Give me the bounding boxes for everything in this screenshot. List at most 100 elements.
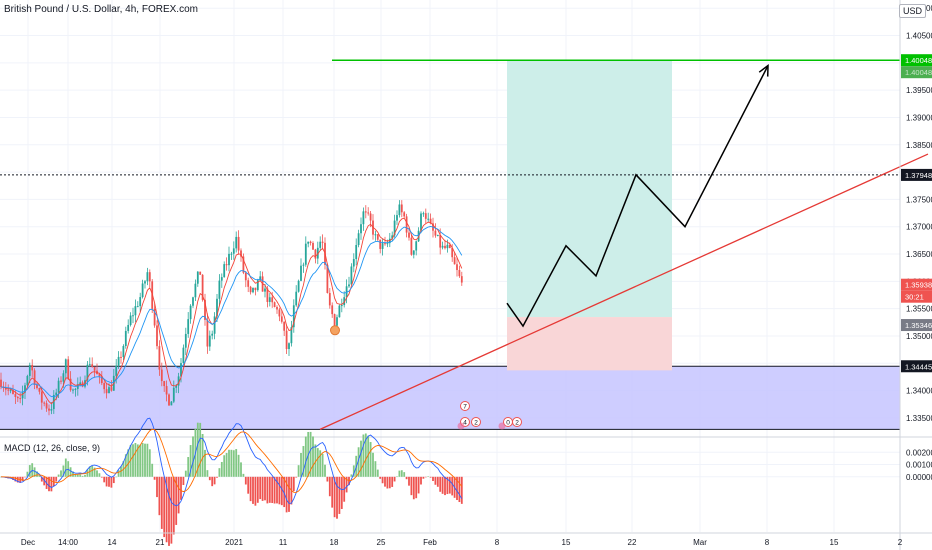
macd-histogram-bar — [460, 476, 463, 504]
candle-body — [295, 291, 298, 306]
macd-histogram-bar — [136, 444, 139, 477]
macd-histogram-bar — [424, 476, 427, 478]
macd-histogram-bar — [448, 476, 451, 494]
macd-histogram-bar — [408, 476, 410, 486]
macd-histogram-bar — [52, 476, 55, 487]
candle-body — [168, 394, 170, 406]
macd-histogram-bar — [396, 476, 398, 478]
candle-body — [0, 379, 2, 388]
macd-histogram-bar — [456, 476, 458, 501]
macd-histogram-bar — [24, 476, 26, 478]
candle-body — [381, 243, 384, 249]
candle-body — [26, 375, 29, 386]
y-tick-label: 1.34000 — [906, 387, 932, 396]
candle-body — [307, 241, 310, 244]
macd-histogram-bar — [208, 476, 211, 481]
candle-body — [352, 259, 355, 267]
macd-histogram-bar — [117, 470, 120, 477]
drawings[interactable] — [0, 59, 929, 430]
candle-body — [16, 396, 19, 399]
macd-histogram-bar — [182, 476, 185, 486]
currency-button[interactable]: USD — [898, 4, 926, 18]
macd-histogram-bar — [324, 464, 326, 477]
candle-body — [292, 305, 295, 328]
candle-body — [376, 234, 379, 240]
macd-histogram-bar — [112, 476, 115, 484]
event-markers[interactable]: 74 2 0 2 — [457, 401, 522, 430]
candle-body — [340, 305, 343, 307]
candle-body — [204, 299, 206, 320]
macd-histogram-bar — [285, 476, 288, 513]
candle-body — [91, 364, 94, 367]
macd-histogram-bar — [165, 476, 168, 543]
macd-histogram-bar — [170, 476, 173, 544]
candle-body — [175, 385, 178, 388]
countdown-tag: 30:21 — [905, 293, 924, 302]
candle-body — [254, 287, 257, 291]
macd-histogram-bar — [196, 422, 199, 477]
candle-body — [62, 373, 65, 382]
macd-histogram-bar — [141, 442, 144, 477]
macd-histogram-bar — [256, 476, 259, 503]
macd-histogram-bar — [96, 470, 98, 477]
macd-histogram-bar — [391, 476, 394, 487]
candle-body — [388, 238, 391, 244]
candle-body — [19, 398, 22, 400]
macd-histogram-bar — [28, 465, 31, 477]
candle-body — [33, 370, 36, 385]
candle-body — [199, 271, 202, 275]
candle-body — [76, 384, 79, 389]
macd-histogram-bar — [345, 476, 348, 493]
target-sub-tag: 1.40048 — [905, 68, 932, 77]
candle-body — [220, 277, 223, 281]
macd-histogram-bar — [338, 476, 341, 514]
candle-body — [31, 364, 34, 371]
macd-histogram-bar — [266, 476, 269, 504]
macd-histogram-bar — [146, 443, 149, 477]
candle-body — [93, 366, 96, 371]
macd-histogram-bar — [283, 476, 286, 508]
macd-histogram-bar — [187, 457, 190, 477]
signal-line — [1, 428, 463, 493]
projection-arrowhead — [758, 64, 769, 77]
zones — [0, 60, 900, 430]
macd-histogram-bar — [249, 476, 252, 502]
candle-body — [451, 248, 454, 258]
x-tick-label: 2 — [898, 538, 903, 547]
candle-body — [216, 298, 218, 317]
candle-body — [331, 305, 334, 315]
target-price-tag-bg — [901, 54, 932, 67]
support-zone — [0, 366, 900, 430]
candle-body — [458, 270, 461, 277]
candle-body — [427, 218, 430, 220]
macd-histogram-bar — [98, 473, 101, 477]
resistance-price-tag-bg — [901, 168, 932, 181]
macd-histogram-bar — [43, 476, 46, 486]
candle-body — [148, 272, 151, 282]
candle-body — [98, 374, 101, 377]
macd-histogram-bar — [261, 476, 264, 501]
flag-icon — [457, 422, 465, 430]
macd-histogram-bar — [321, 453, 324, 477]
macd-histogram-bar — [417, 476, 420, 494]
support-price-tag-bg — [901, 360, 932, 373]
candle-body — [453, 257, 456, 265]
candle-body — [182, 347, 185, 364]
macd-histogram-bar — [304, 436, 307, 477]
macd-histogram-bar — [300, 452, 302, 477]
candle-body — [108, 387, 110, 394]
candle-body — [146, 272, 149, 282]
candle-body — [165, 386, 168, 395]
macd-histogram-bar — [91, 465, 94, 477]
candle-body — [127, 324, 130, 331]
candle-body — [350, 266, 353, 285]
macd-y-tick-label: 0.00000 — [906, 473, 932, 482]
stop-price-tag: 1.35346 — [905, 321, 932, 330]
candle-body — [218, 280, 221, 299]
macd-histogram-bar — [211, 476, 214, 487]
macd-histogram-bar — [276, 476, 278, 504]
candle-body — [439, 234, 442, 248]
candle-body — [230, 253, 233, 255]
macd-histogram-bar — [148, 449, 151, 477]
